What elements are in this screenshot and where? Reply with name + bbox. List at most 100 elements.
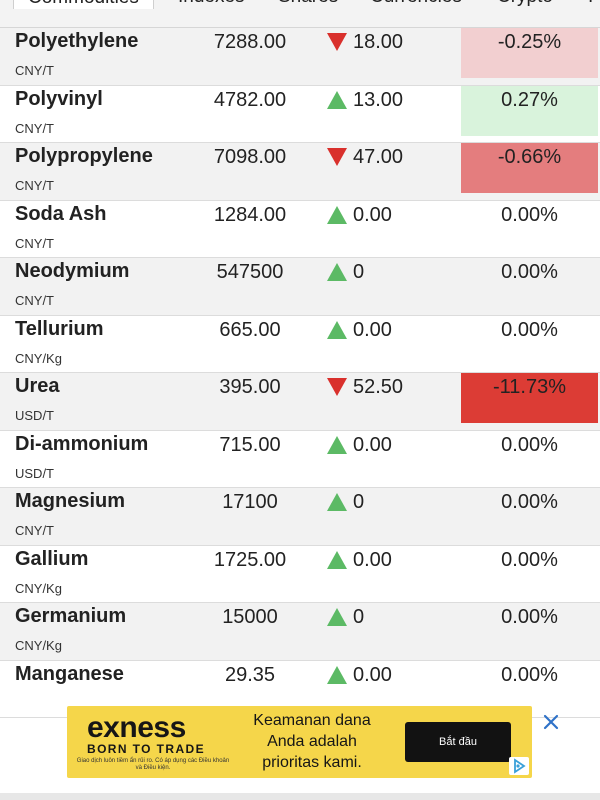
- commodities-table: Polyethylene CNY/T 7288.00 18.00 -0.25% Polyv…: [0, 28, 600, 718]
- price-change: 0.00: [353, 433, 392, 456]
- commodity-unit: USD/T: [15, 408, 54, 423]
- commodity-price: 1284.00: [213, 203, 287, 226]
- arrow-down-icon: [327, 33, 347, 51]
- commodity-unit: CNY/T: [15, 235, 54, 251]
- ad-logo: exness: [87, 711, 186, 744]
- arrow-up-icon: [327, 90, 347, 109]
- percent-change: 0.00%: [501, 433, 558, 456]
- tab-bar: Commodities Indexes Shares Currencies Cr…: [0, 0, 600, 28]
- bottom-divider: [0, 793, 600, 800]
- ad-tagline: BORN TO TRADE: [87, 742, 205, 756]
- ad-message-line: Anda adalah: [267, 733, 357, 750]
- commodity-price: 547500: [216, 261, 284, 283]
- commodity-unit: CNY/Kg: [15, 580, 62, 596]
- commodity-unit: USD/T: [15, 465, 54, 481]
- tab-overflow[interactable]: I: [584, 0, 597, 8]
- percent-change: 0.00%: [501, 548, 558, 571]
- arrow-up-icon: [327, 320, 347, 339]
- arrow-down-icon: [327, 148, 347, 166]
- arrow-up-icon: [327, 665, 347, 684]
- commodity-price: 395.00: [219, 376, 281, 398]
- percent-change: 0.00%: [501, 261, 558, 283]
- adchoices-icon[interactable]: [509, 757, 529, 775]
- percent-change: 0.27%: [461, 85, 598, 136]
- table-row[interactable]: Magnesium CNY/T 17100 0 0.00%: [0, 488, 600, 546]
- percent-change: -11.73%: [461, 373, 598, 423]
- tab-shares[interactable]: Shares: [274, 0, 342, 8]
- table-row[interactable]: Polypropylene CNY/T 7098.00 47.00 -0.66%: [0, 143, 600, 201]
- arrow-up-icon: [327, 608, 347, 626]
- price-change: 0: [353, 491, 365, 513]
- commodity-price: 7098.00: [213, 146, 287, 168]
- tab-crypto[interactable]: Crypto: [493, 0, 557, 8]
- commodity-name: Polyvinyl: [15, 87, 103, 110]
- percent-change: 0.00%: [501, 663, 558, 686]
- table-row[interactable]: Neodymium CNY/T 547500 0 0.00%: [0, 258, 600, 316]
- commodity-price: 1725.00: [213, 548, 287, 571]
- tab-currencies[interactable]: Currencies: [366, 0, 466, 8]
- table-row[interactable]: Gallium CNY/Kg 1725.00 0.00 0.00%: [0, 545, 600, 603]
- ad-cta-button[interactable]: Bắt đầu: [405, 722, 511, 762]
- price-change: 47.00: [353, 146, 404, 168]
- tab-commodities[interactable]: Commodities: [13, 0, 154, 9]
- commodity-price: 17100: [222, 491, 278, 513]
- arrow-up-icon: [327, 263, 347, 281]
- ad-message-line: prioritas kami.: [262, 754, 362, 771]
- table-row[interactable]: Germanium CNY/Kg 15000 0 0.00%: [0, 603, 600, 661]
- commodity-name: Tellurium: [15, 317, 104, 340]
- commodity-unit: CNY/Kg: [15, 350, 62, 366]
- commodity-unit: CNY/T: [15, 293, 54, 308]
- commodity-unit: CNY/Kg: [15, 638, 62, 653]
- commodity-name: Urea: [15, 375, 60, 397]
- table-row[interactable]: Soda Ash CNY/T 1284.00 0.00 0.00%: [0, 200, 600, 258]
- percent-change: 0.00%: [501, 203, 558, 226]
- percent-change: 0.00%: [501, 491, 558, 513]
- arrow-up-icon: [327, 435, 347, 454]
- percent-change: -0.25%: [461, 28, 598, 78]
- arrow-up-icon: [327, 205, 347, 224]
- price-change: 0.00: [353, 548, 392, 571]
- price-change: 52.50: [353, 376, 404, 398]
- commodity-price: 4782.00: [213, 88, 287, 111]
- commodity-name: Soda Ash: [15, 202, 107, 225]
- commodity-name: Polypropylene: [15, 145, 153, 167]
- price-change: 0: [353, 261, 365, 283]
- arrow-up-icon: [327, 493, 347, 511]
- commodity-price: 29.35: [224, 663, 276, 686]
- ad-message-line: Keamanan dana: [253, 712, 371, 729]
- commodity-name: Neodymium: [15, 260, 130, 282]
- commodity-name: Magnesium: [15, 490, 126, 512]
- price-change: 13.00: [353, 88, 404, 111]
- price-change: 18.00: [353, 31, 404, 53]
- table-row[interactable]: Di-ammonium USD/T 715.00 0.00 0.00%: [0, 430, 600, 488]
- commodity-name: Germanium: [15, 605, 127, 627]
- commodity-name: Polyethylene: [15, 30, 139, 52]
- commodity-price: 665.00: [219, 318, 281, 341]
- ad-close-icon[interactable]: [541, 712, 561, 732]
- table-row[interactable]: Urea USD/T 395.00 52.50 -11.73%: [0, 373, 600, 431]
- table-row[interactable]: Tellurium CNY/Kg 665.00 0.00 0.00%: [0, 315, 600, 373]
- commodity-unit: CNY/T: [15, 523, 54, 538]
- ad-fine-print: Giao dịch luôn tiềm ẩn rủi ro. Có áp dụn…: [76, 758, 230, 771]
- tab-indexes[interactable]: Indexes: [174, 0, 249, 8]
- commodity-unit: CNY/T: [15, 120, 54, 136]
- commodity-name: Di-ammonium: [15, 432, 149, 455]
- price-change: 0.00: [353, 663, 392, 686]
- arrow-up-icon: [327, 550, 347, 569]
- price-change: 0: [353, 606, 365, 628]
- table-row[interactable]: Polyvinyl CNY/T 4782.00 13.00 0.27%: [0, 85, 600, 143]
- price-change: 0.00: [353, 203, 392, 226]
- commodity-price: 15000: [222, 606, 278, 628]
- commodity-price: 715.00: [219, 433, 281, 456]
- commodity-unit: CNY/T: [15, 178, 54, 193]
- commodity-unit: CNY/T: [15, 63, 54, 78]
- commodity-name: Manganese: [15, 662, 124, 685]
- commodity-name: Gallium: [15, 547, 89, 570]
- advertisement-banner[interactable]: exness BORN TO TRADE Giao dịch luôn tiềm…: [67, 706, 532, 778]
- percent-change: 0.00%: [501, 606, 558, 628]
- price-change: 0.00: [353, 318, 392, 341]
- arrow-down-icon: [327, 378, 347, 396]
- percent-change: -0.66%: [461, 143, 598, 193]
- percent-change: 0.00%: [501, 318, 558, 341]
- table-row[interactable]: Polyethylene CNY/T 7288.00 18.00 -0.25%: [0, 28, 600, 86]
